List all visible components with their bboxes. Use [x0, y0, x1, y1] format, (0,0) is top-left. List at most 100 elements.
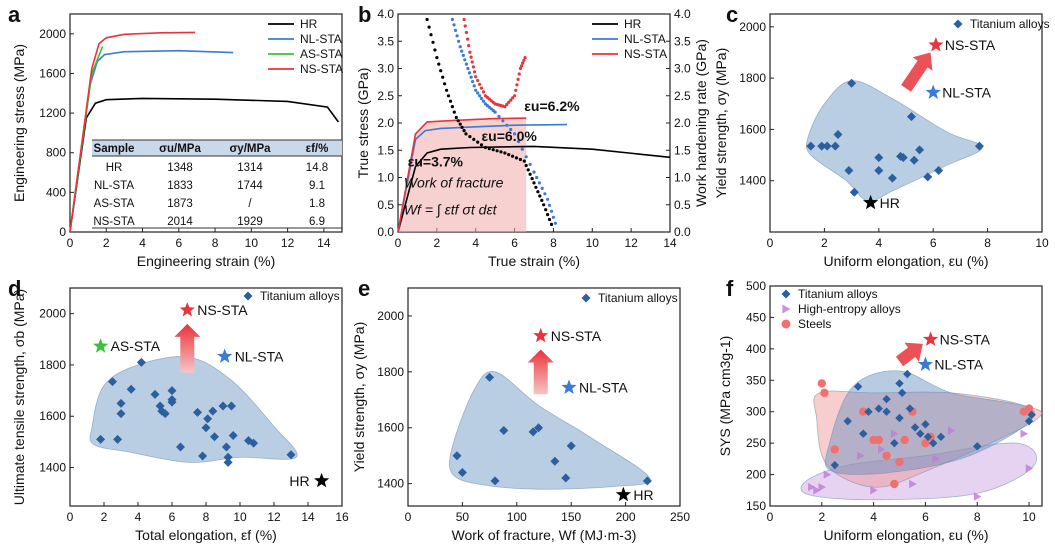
- hardening-point: [445, 88, 449, 92]
- y-tick-label: 0.5: [377, 198, 394, 212]
- titanium-point: [167, 386, 177, 396]
- y-tick-label: 400: [746, 342, 766, 356]
- y-tick-label: 1400: [377, 477, 404, 491]
- highlight-label: AS-STA: [111, 338, 161, 354]
- titanium-point: [849, 187, 859, 197]
- hardening-point: [514, 88, 518, 92]
- hardening-point: [513, 94, 517, 98]
- hardening-point: [464, 30, 468, 35]
- legend-label: NS-STA: [624, 47, 667, 61]
- y-tick-label: 2.5: [377, 89, 394, 103]
- table-header-cell: σy/MPa: [229, 143, 271, 155]
- series-line: [397, 145, 671, 233]
- table-cell: 1314: [237, 162, 263, 174]
- hardening-point: [464, 132, 468, 136]
- series-line: [397, 123, 568, 233]
- y2-axis-label: Work hardening rate (GPa): [693, 39, 709, 207]
- y-axis-label: Engineering stress (MPa): [11, 44, 27, 202]
- titanium-point: [906, 112, 916, 122]
- hardening-point: [472, 137, 476, 141]
- y2-tick-label: 4.0: [674, 7, 691, 21]
- table-cell: 1348: [167, 162, 193, 174]
- x-tick-label: 10: [1035, 236, 1049, 250]
- hardening-point: [513, 132, 517, 136]
- y-tick-label: 1400: [739, 174, 766, 188]
- legend: Titanium alloys: [581, 291, 678, 305]
- y-tick-label: 800: [46, 146, 66, 160]
- x-tick-label: 0: [67, 236, 74, 250]
- legend-label: Titanium alloys: [970, 17, 1050, 31]
- x-tick-label: 50: [456, 510, 470, 524]
- x-tick-label: 12: [624, 236, 638, 250]
- hardening-point: [499, 150, 503, 154]
- highlight-star: [925, 84, 941, 99]
- legend-label: NL-STA: [300, 32, 342, 46]
- legend-label: Steels: [798, 317, 831, 331]
- highlight-star: [93, 338, 109, 353]
- titanium-point: [218, 401, 228, 411]
- highlight-label: NS-STA: [940, 331, 991, 347]
- x-tick-label: 0: [67, 510, 74, 524]
- titanium-point: [113, 434, 123, 444]
- y-tick-label: 300: [746, 405, 766, 419]
- x-axis-label: Engineering strain (%): [137, 253, 276, 269]
- hardening-point: [549, 222, 554, 226]
- hardening-point: [520, 64, 524, 68]
- titanium-point: [150, 389, 160, 399]
- series-point: [823, 470, 832, 479]
- series-point: [932, 454, 940, 464]
- panel-a: 0 2 4 6 8 10 12 14 0 400 800 1200 1600 2000 Engineerin…: [11, 13, 343, 269]
- hea-region: [800, 442, 1038, 501]
- titanium-point: [108, 377, 117, 387]
- hardening-point: [520, 147, 524, 151]
- y-axis-label: Yield strength, σy (MPa): [351, 322, 367, 473]
- series-point: [909, 479, 917, 489]
- annotation: Work of fracture: [404, 174, 504, 190]
- hardening-point: [458, 122, 462, 126]
- hardening-point: [461, 53, 465, 58]
- legend-label: Titanium alloys: [798, 287, 878, 301]
- series-point: [1020, 429, 1029, 438]
- titanium-point: [160, 409, 170, 419]
- plot-frame: [407, 287, 681, 507]
- hardening-point: [479, 96, 484, 101]
- hardening-point: [528, 172, 532, 176]
- titanium-point: [228, 430, 238, 440]
- y2-tick-label: 0.0: [674, 225, 691, 239]
- hardening-point: [474, 75, 478, 79]
- hardening-point: [493, 110, 497, 114]
- hardening-point: [507, 100, 511, 104]
- titanium-point: [221, 442, 231, 452]
- x-tick-label: 0: [405, 510, 412, 524]
- hardening-point: [510, 154, 515, 158]
- series-point: [897, 388, 907, 398]
- hardening-point: [463, 58, 467, 62]
- annotation: εu=3.7%: [408, 154, 464, 170]
- hardening-point: [546, 213, 550, 217]
- hardening-point: [464, 62, 468, 66]
- x-tick-label: 4: [135, 510, 142, 524]
- hardening-point: [547, 203, 552, 207]
- y2-tick-label: 0.5: [674, 198, 691, 212]
- series-point: [813, 486, 821, 495]
- hardening-point: [501, 119, 505, 123]
- series-point: [830, 445, 839, 454]
- hardening-point: [471, 80, 475, 84]
- y-tick-label: 1800: [39, 358, 66, 372]
- x-tick-label: 12: [267, 510, 281, 524]
- hardening-point: [507, 153, 511, 157]
- hardening-point: [476, 140, 480, 144]
- y-tick-label: 500: [746, 279, 766, 293]
- titanium-point: [167, 397, 177, 407]
- series-point: [820, 388, 829, 398]
- hardening-point: [534, 185, 538, 189]
- y2-tick-label: 2.5: [674, 89, 691, 103]
- hardening-point: [509, 98, 513, 102]
- x-tick-label: 10: [586, 236, 600, 250]
- y-tick-label: 1400: [39, 461, 66, 475]
- hardening-point: [509, 127, 513, 132]
- hardening-point: [478, 94, 482, 98]
- titanium-point: [974, 141, 984, 151]
